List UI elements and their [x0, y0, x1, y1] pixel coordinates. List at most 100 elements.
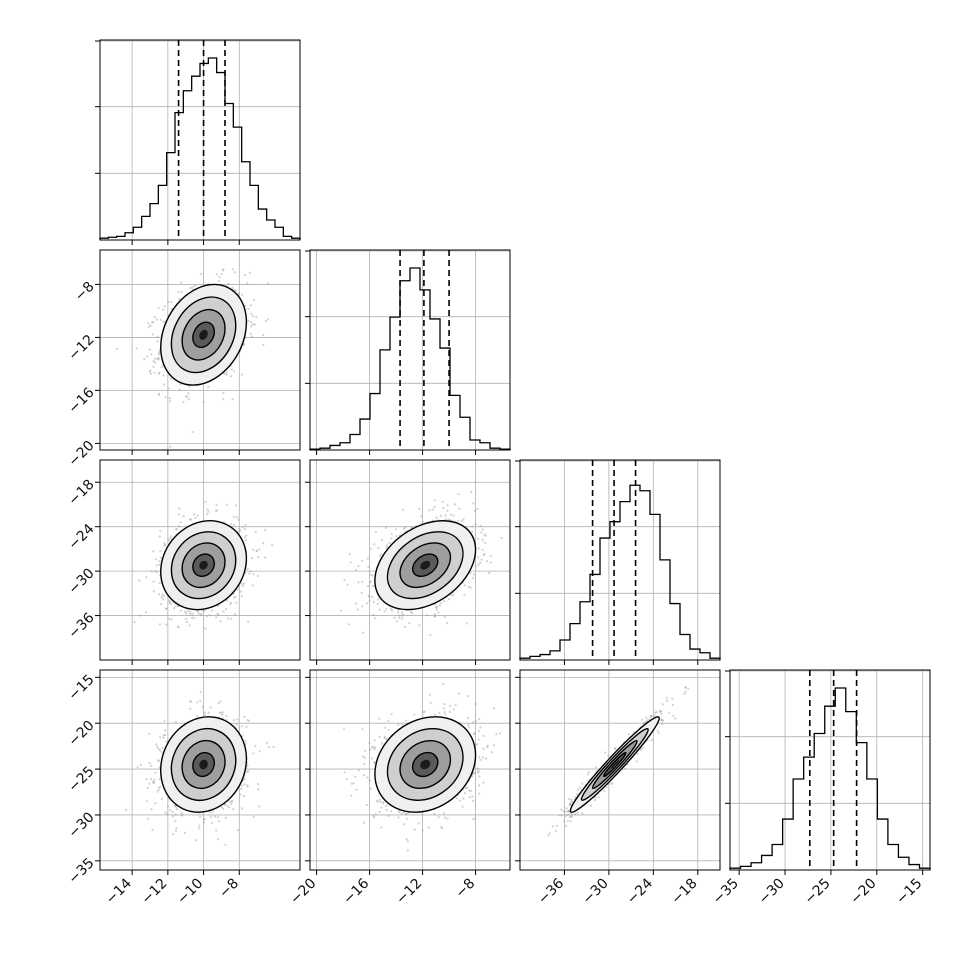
sample-point	[174, 605, 177, 608]
sample-point	[250, 335, 253, 338]
sample-point	[377, 546, 380, 550]
x-axis-3-3: −35 −30 −25 −20 −15	[710, 870, 925, 908]
sample-point	[250, 320, 253, 323]
sample-point	[433, 499, 436, 502]
sample-point	[346, 583, 349, 586]
sample-point	[429, 701, 432, 705]
sample-point	[153, 778, 156, 781]
contour-line	[181, 542, 226, 589]
sample-point	[230, 523, 233, 526]
x-tick-label: −10	[174, 876, 206, 908]
sample-point	[225, 503, 228, 506]
sample-point	[371, 574, 374, 577]
sample-point	[235, 723, 239, 726]
sample-point	[246, 770, 249, 774]
sample-point	[446, 504, 449, 507]
sample-point	[224, 608, 228, 611]
sample-point	[262, 343, 265, 346]
y-axis-2-0: −36−30−24−18	[65, 477, 100, 642]
y-tick-label: −8	[72, 279, 98, 305]
sample-point	[460, 519, 463, 522]
sample-point	[241, 584, 244, 588]
sample-point	[149, 324, 152, 327]
sample-point	[515, 491, 517, 493]
sample-point	[464, 787, 467, 790]
panel-frame	[309, 249, 511, 451]
sample-point	[216, 612, 219, 615]
sample-point	[401, 617, 404, 620]
sample-point	[429, 633, 432, 637]
sample-point	[471, 577, 475, 580]
sample-point	[379, 555, 382, 558]
panel-content	[100, 460, 300, 660]
sample-point	[171, 810, 174, 814]
density-panel-2-1	[309, 459, 517, 661]
sample-point	[159, 785, 162, 788]
sample-point	[146, 817, 149, 820]
sample-point	[474, 565, 477, 568]
sample-point	[180, 811, 183, 815]
sample-point	[443, 615, 446, 619]
sample-point	[150, 808, 153, 811]
sample-point	[158, 593, 161, 596]
histogram-bars	[519, 484, 721, 660]
x-axis-3-0: −14 −12 −10 −8	[103, 870, 242, 908]
sample-point	[360, 591, 363, 595]
sample-point	[157, 788, 160, 792]
x-axis-2-1	[316, 660, 477, 665]
sample-point	[244, 274, 247, 277]
sample-point	[172, 832, 175, 836]
sample-point	[162, 734, 166, 737]
sample-point	[479, 561, 482, 564]
sample-point	[170, 300, 173, 304]
sample-point	[374, 531, 378, 534]
sample-point	[243, 582, 246, 585]
y-tick-label: −30	[65, 565, 97, 597]
sample-point	[345, 778, 348, 781]
sample-point	[219, 620, 222, 623]
sample-point	[164, 607, 168, 610]
sample-point	[241, 526, 244, 529]
density-panel-1-0	[99, 249, 301, 451]
sample-point	[474, 817, 477, 820]
sample-point	[434, 606, 437, 609]
sample-point	[244, 527, 247, 531]
sample-point	[217, 702, 220, 705]
sample-point	[441, 500, 444, 503]
sample-point	[162, 308, 165, 311]
sample-point	[201, 706, 204, 709]
sample-point	[249, 332, 252, 335]
contour-line	[170, 728, 237, 801]
sample-point	[153, 315, 156, 319]
sample-point	[187, 392, 190, 395]
sample-point	[224, 816, 227, 820]
sample-point	[154, 802, 157, 805]
sample-point	[250, 557, 253, 560]
sample-point	[257, 788, 260, 791]
sample-point	[479, 726, 482, 729]
sample-point	[206, 512, 209, 515]
sample-point	[164, 811, 167, 814]
sample-point	[165, 623, 168, 626]
sample-point	[215, 616, 218, 619]
sample-point	[347, 623, 351, 626]
contour-line	[160, 283, 248, 386]
sample-point	[245, 534, 248, 537]
sample-point	[473, 573, 476, 576]
sample-point	[173, 804, 176, 807]
sample-point	[469, 586, 472, 590]
sample-point	[246, 764, 249, 767]
sample-point	[199, 691, 202, 694]
sample-point	[272, 745, 275, 749]
sample-point	[452, 708, 455, 711]
sample-point	[158, 778, 161, 781]
sample-point	[158, 563, 161, 566]
sample-point	[250, 312, 253, 315]
sample-point	[187, 398, 190, 401]
sample-point	[258, 805, 261, 808]
sample-point	[185, 620, 188, 624]
sample-point	[182, 515, 185, 518]
sample-point	[477, 769, 480, 773]
sample-point	[156, 790, 159, 793]
sample-point	[371, 584, 374, 588]
